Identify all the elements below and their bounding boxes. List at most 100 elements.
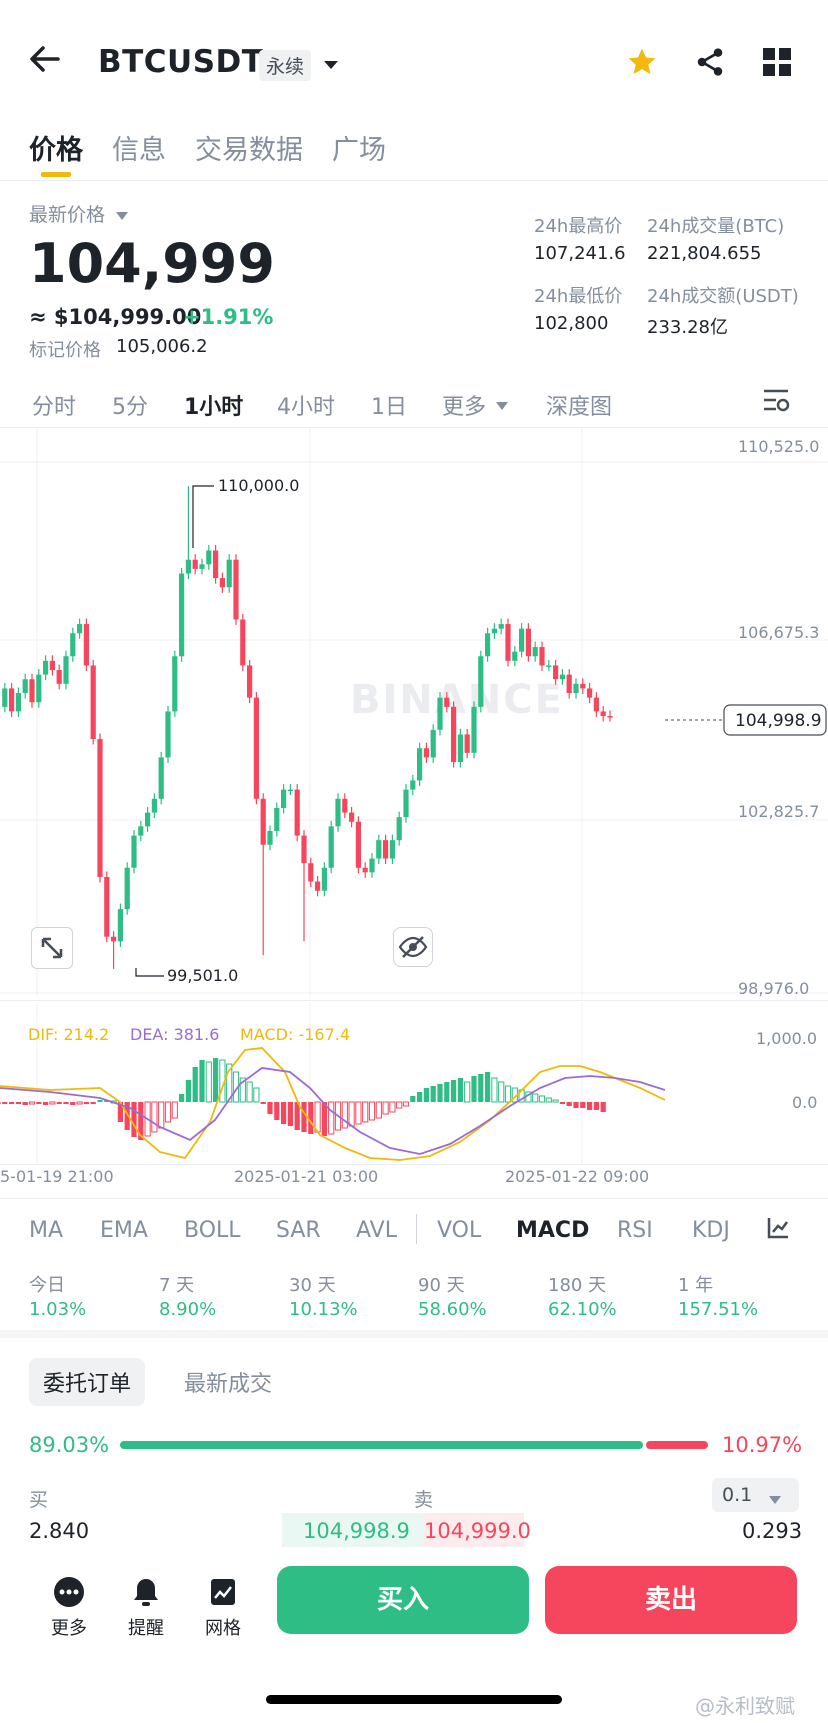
perf-period: 7 天 — [159, 1275, 195, 1296]
price-chart[interactable]: BINANCE 110,525.0 106,675.3 102,825.7 98… — [0, 428, 828, 998]
candle-body — [145, 812, 151, 827]
candle-body — [525, 628, 531, 657]
bid-depth-bg — [282, 1513, 424, 1547]
perf-period: 90 天 — [418, 1275, 465, 1296]
bid-price[interactable]: 104,998.9 — [303, 1519, 410, 1543]
hide-eye-icon[interactable] — [393, 927, 433, 967]
price-axis-label: 102,825.7 — [738, 802, 819, 821]
timeframe-more-dropdown-icon[interactable] — [495, 396, 509, 415]
timeframe-1d[interactable]: 1日 — [371, 395, 407, 420]
macd-axis-label: 1,000.0 — [756, 1029, 817, 1048]
candle-body — [294, 789, 300, 836]
macd-bar — [485, 1072, 491, 1102]
candle-body — [349, 812, 355, 822]
candle-body — [131, 835, 137, 868]
tab-info[interactable]: 信息 — [112, 135, 166, 166]
perf-period: 1 年 — [678, 1275, 714, 1296]
indicator-avl[interactable]: AVL — [356, 1218, 397, 1243]
candle-body — [97, 739, 103, 877]
share-icon[interactable] — [694, 46, 726, 82]
last-price-label[interactable]: 最新价格 — [29, 204, 106, 226]
candle-body — [301, 835, 307, 864]
symbol-dropdown-icon[interactable] — [322, 56, 340, 75]
more-button[interactable]: 更多 — [44, 1576, 94, 1640]
indicator-macd[interactable]: MACD — [516, 1218, 590, 1243]
macd-bar — [226, 1063, 233, 1103]
timeframe-4h[interactable]: 4小时 — [277, 395, 335, 420]
timeframe-5m[interactable]: 5分 — [112, 395, 148, 420]
candle-body — [444, 697, 450, 707]
chart-settings-icon[interactable] — [762, 387, 790, 417]
indicator-settings-icon[interactable] — [766, 1216, 790, 1244]
usd-price: ≈ $104,999.00 — [29, 305, 202, 329]
macd-bar — [63, 1102, 69, 1104]
candle-body — [240, 619, 246, 666]
back-icon[interactable] — [28, 44, 62, 74]
tab-orders[interactable]: 委托订单 — [29, 1358, 146, 1406]
candle-body — [192, 559, 198, 569]
macd-bar — [267, 1102, 273, 1114]
candle-body — [559, 674, 565, 680]
candle-body — [213, 550, 219, 579]
image-watermark: @永利致赋 — [695, 1694, 795, 1718]
candle-body — [362, 867, 368, 873]
macd-bar — [355, 1101, 362, 1125]
timeframe-line[interactable]: 分时 — [32, 395, 77, 420]
tab-trades[interactable]: 最新成交 — [184, 1372, 273, 1397]
candle-body — [485, 633, 491, 657]
candle-body — [471, 706, 477, 753]
macd-bar — [430, 1086, 436, 1102]
perf-period: 今日 — [29, 1275, 65, 1296]
indicator-ma[interactable]: MA — [29, 1218, 64, 1243]
timeframe-more[interactable]: 更多 — [442, 395, 487, 420]
candle-body — [63, 656, 69, 684]
macd-bar — [117, 1102, 123, 1122]
macd-bar — [294, 1102, 300, 1130]
macd-bar — [83, 1102, 89, 1104]
candle-body — [172, 656, 178, 712]
candle-body — [355, 821, 361, 868]
candle-body — [233, 559, 239, 620]
tab-trading-data[interactable]: 交易数据 — [195, 135, 303, 166]
macd-bar — [308, 1102, 314, 1134]
macd-bar — [417, 1092, 423, 1102]
candle-body — [580, 683, 586, 689]
indicator-rsi[interactable]: RSI — [617, 1218, 653, 1243]
grid-button[interactable]: 网格 — [198, 1576, 248, 1640]
ask-price[interactable]: 104,999.0 — [424, 1519, 531, 1543]
timeframe-depth[interactable]: 深度图 — [546, 395, 613, 420]
volume-btc-label: 24h成交量(BTC) — [647, 216, 785, 237]
fullscreen-icon[interactable] — [31, 927, 73, 969]
last-price-dropdown-icon[interactable] — [115, 206, 129, 225]
candle-body — [260, 798, 266, 845]
favorite-star-icon[interactable] — [626, 46, 658, 82]
macd-bar — [151, 1101, 158, 1133]
macd-bar — [396, 1101, 403, 1109]
indicator-ema[interactable]: EMA — [100, 1218, 148, 1243]
perf-value: 58.60% — [418, 1299, 487, 1320]
tab-square[interactable]: 广场 — [332, 135, 386, 166]
precision-select[interactable]: 0.1 — [712, 1478, 799, 1512]
indicator-vol[interactable]: VOL — [437, 1218, 482, 1243]
candle-body — [315, 881, 321, 891]
candle-body — [219, 578, 225, 588]
buy-button[interactable]: 买入 — [277, 1566, 529, 1634]
tab-price[interactable]: 价格 — [29, 135, 83, 166]
candle-body — [165, 711, 171, 758]
candle-body — [430, 729, 436, 758]
indicator-kdj[interactable]: KDJ — [692, 1218, 728, 1243]
indicator-sar[interactable]: SAR — [276, 1218, 321, 1243]
candle-body — [226, 559, 232, 588]
macd-bar — [287, 1102, 293, 1126]
sell-button[interactable]: 卖出 — [545, 1566, 797, 1634]
timeframe-1h[interactable]: 1小时 — [184, 395, 244, 420]
candle-body — [437, 697, 443, 730]
grid-menu-icon[interactable] — [763, 48, 791, 80]
symbol-title[interactable]: BTCUSDT — [98, 44, 264, 80]
alert-button[interactable]: 提醒 — [121, 1576, 171, 1640]
chart-divider — [0, 1000, 828, 1001]
volume-usdt-label: 24h成交额(USDT) — [647, 286, 799, 307]
indicator-boll[interactable]: BOLL — [184, 1218, 241, 1243]
macd-bar — [545, 1097, 552, 1103]
candle-body — [9, 688, 15, 712]
